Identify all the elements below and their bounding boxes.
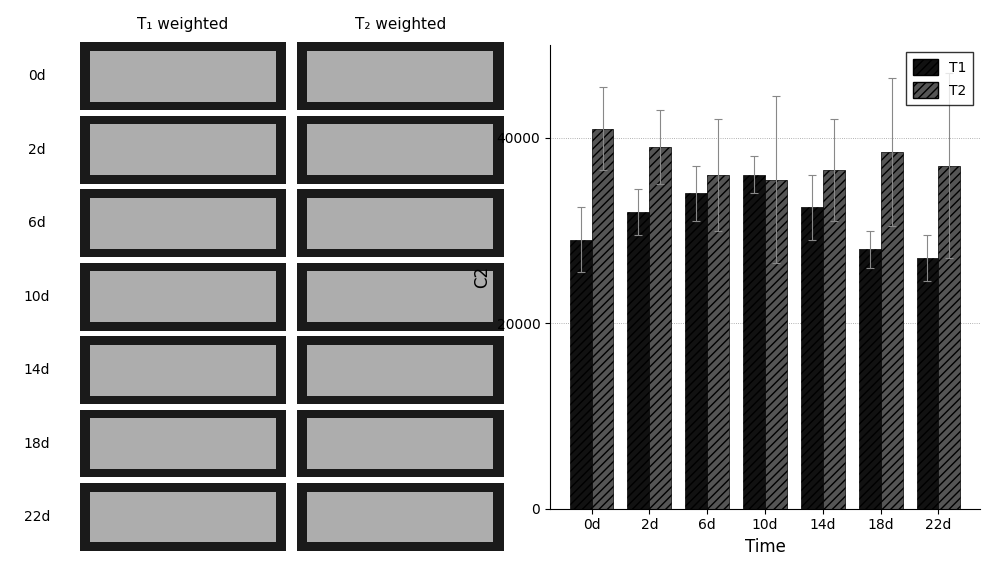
- Text: 2d: 2d: [28, 143, 46, 157]
- Bar: [80, 410, 286, 477]
- Bar: [90, 51, 276, 102]
- Legend: T1, T2: T1, T2: [906, 52, 973, 105]
- Bar: [307, 198, 493, 249]
- Bar: [307, 271, 493, 322]
- Y-axis label: C2: C2: [473, 266, 491, 288]
- Bar: [90, 124, 276, 175]
- Bar: [297, 116, 504, 184]
- Bar: [297, 336, 504, 404]
- Bar: [307, 51, 493, 102]
- Bar: [627, 212, 649, 508]
- Bar: [823, 170, 845, 508]
- Bar: [297, 483, 504, 551]
- Bar: [307, 418, 493, 469]
- Bar: [90, 492, 276, 542]
- Bar: [765, 180, 787, 509]
- Bar: [307, 124, 493, 175]
- Bar: [80, 116, 286, 184]
- Text: 14d: 14d: [24, 363, 50, 377]
- Bar: [90, 418, 276, 469]
- Bar: [90, 198, 276, 249]
- Bar: [801, 207, 823, 508]
- Bar: [881, 152, 903, 508]
- Bar: [80, 42, 286, 110]
- Bar: [297, 410, 504, 477]
- Bar: [90, 271, 276, 322]
- Text: 22d: 22d: [24, 510, 50, 524]
- Bar: [80, 483, 286, 551]
- Bar: [297, 263, 504, 331]
- Bar: [938, 166, 960, 508]
- Bar: [307, 492, 493, 542]
- Bar: [649, 147, 671, 508]
- Bar: [859, 249, 881, 508]
- Bar: [80, 336, 286, 404]
- Bar: [917, 258, 938, 508]
- Bar: [743, 175, 765, 508]
- Text: 18d: 18d: [24, 437, 50, 450]
- Bar: [707, 175, 729, 508]
- Text: 0d: 0d: [28, 69, 46, 83]
- Text: T₁ weighted: T₁ weighted: [137, 17, 228, 32]
- Bar: [307, 345, 493, 395]
- Text: 10d: 10d: [24, 290, 50, 303]
- Bar: [80, 263, 286, 331]
- X-axis label: Time: Time: [745, 538, 785, 556]
- Text: 6d: 6d: [28, 216, 46, 230]
- Bar: [90, 345, 276, 395]
- Text: T₂ weighted: T₂ weighted: [355, 17, 446, 32]
- Bar: [592, 129, 613, 508]
- Bar: [570, 240, 592, 508]
- Bar: [297, 42, 504, 110]
- Bar: [297, 189, 504, 257]
- Bar: [80, 189, 286, 257]
- Bar: [685, 193, 707, 509]
